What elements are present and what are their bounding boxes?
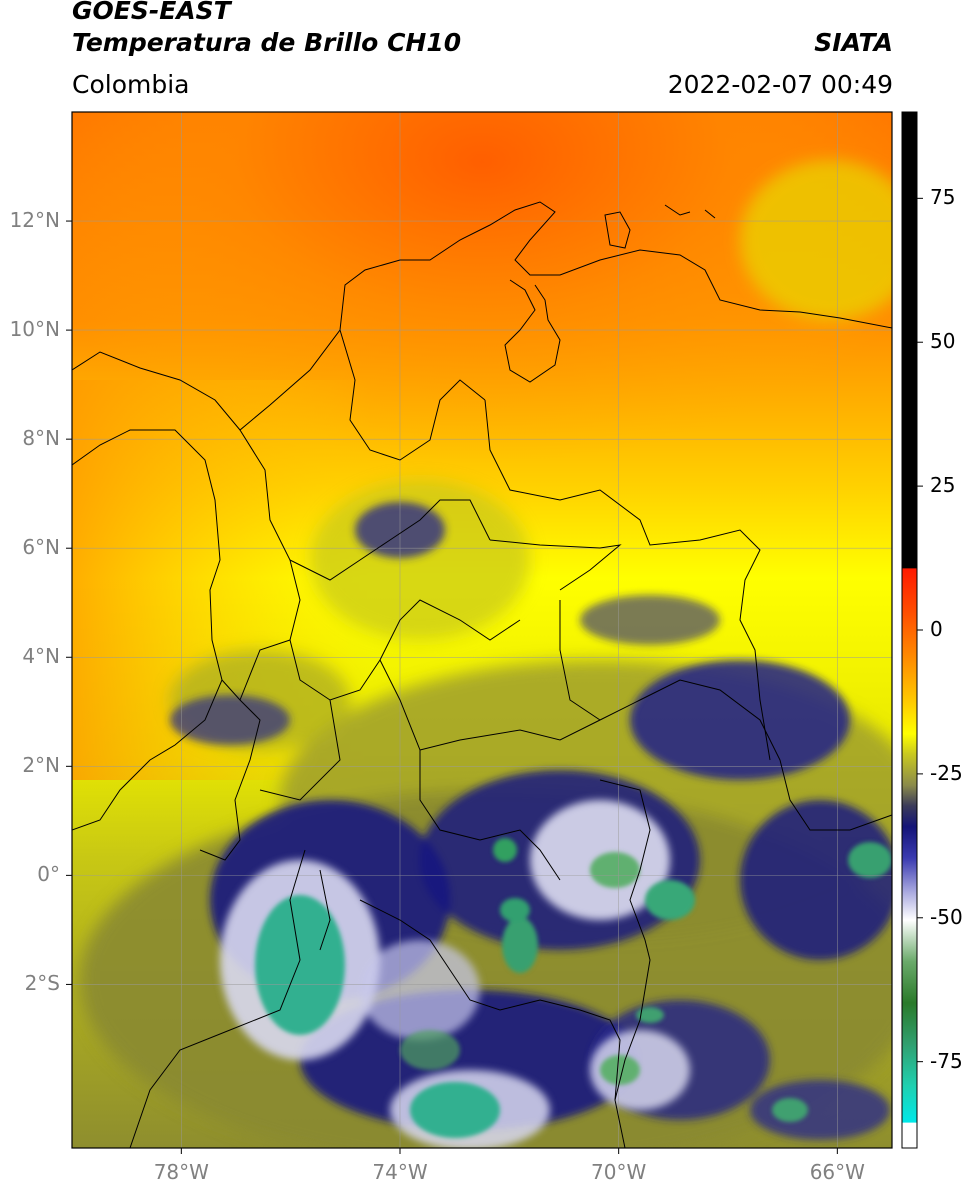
- lat-label: 4°N: [22, 644, 60, 669]
- satellite-title: GOES-EAST: [72, 0, 231, 25]
- product-title: Temperatura de Brillo CH10: [72, 28, 462, 57]
- organization-label: SIATA: [814, 28, 893, 57]
- colorbar: [901, 111, 918, 1149]
- timestamp-label: 2022-02-07 00:49: [667, 70, 893, 99]
- lat-label: 2°N: [22, 753, 60, 778]
- lon-label: 78°W: [153, 1160, 209, 1184]
- borders: [72, 201, 892, 1148]
- lat-label: 2°S: [24, 971, 60, 996]
- lat-label: 6°N: [22, 535, 60, 560]
- lat-label: 0°: [37, 862, 60, 887]
- colorbar-label: 25: [930, 473, 956, 498]
- lat-label: 8°N: [22, 426, 60, 451]
- lon-label: 66°W: [809, 1160, 865, 1184]
- colorbar-label: -75: [930, 1048, 963, 1073]
- lat-label: 12°N: [9, 208, 60, 233]
- colorbar-label: 50: [930, 329, 956, 354]
- lon-label: 74°W: [372, 1160, 428, 1184]
- map-frame: [71, 111, 893, 1149]
- region-label: Colombia: [72, 70, 190, 99]
- cold-cores: [255, 838, 892, 1138]
- lat-label: 10°N: [9, 317, 60, 342]
- colorbar-label: 75: [930, 185, 956, 210]
- lon-label: 70°W: [591, 1160, 647, 1184]
- colorbar-label: -50: [930, 904, 963, 929]
- colorbar-label: 0: [930, 617, 943, 641]
- colorbar-label: -25: [930, 760, 963, 785]
